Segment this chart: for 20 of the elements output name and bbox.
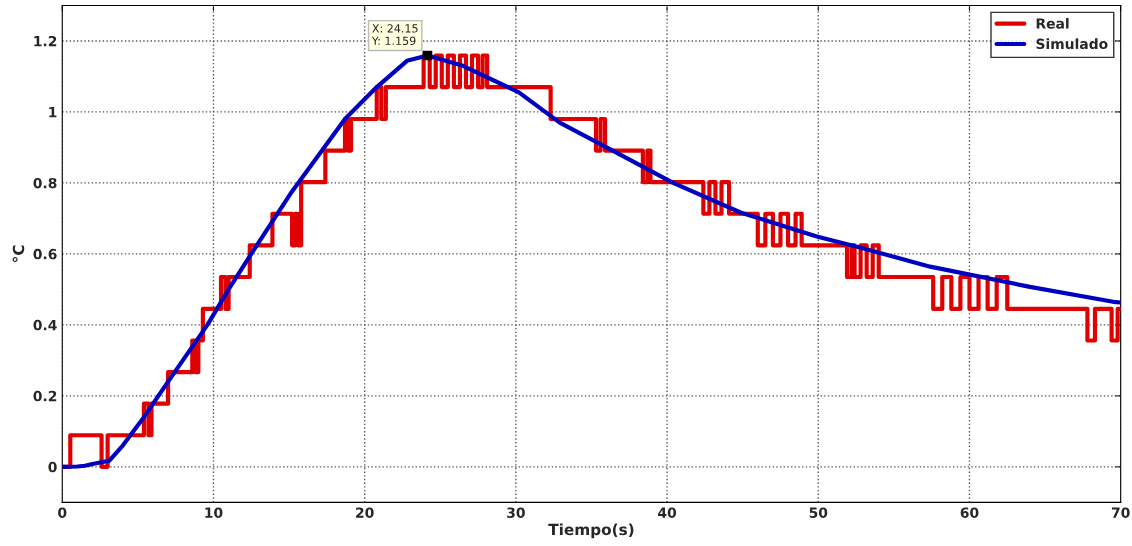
- y-tick-label: 1: [49, 107, 57, 118]
- annotation: X: 24.15 Y: 1.159: [371, 24, 418, 46]
- x-tick-label: 60: [960, 507, 979, 518]
- y-tick-label: 1.2: [34, 35, 57, 47]
- y-tick-label: 0.6: [33, 248, 57, 260]
- x-tick-label: 70: [1111, 507, 1130, 518]
- x-tick-label: 50: [809, 507, 828, 518]
- y-tick-label: 0: [48, 461, 57, 473]
- x-tick-label: 30: [507, 507, 525, 518]
- legend-label: Real: [1036, 17, 1069, 29]
- x-tick-label: 40: [658, 507, 677, 518]
- y-tick-label: 0.4: [33, 319, 57, 331]
- x-axis-title: Tiempo(s): [548, 523, 634, 539]
- x-tick-label: 20: [356, 507, 374, 518]
- y-axis-title: °C: [12, 245, 25, 262]
- legend-label: Simulado: [1036, 38, 1108, 50]
- y-tick-label: 0.2: [33, 390, 57, 402]
- x-tick-label: 0: [58, 507, 67, 518]
- x-tick-label: 10: [205, 507, 223, 518]
- y-tick-label: 0.8: [33, 177, 57, 189]
